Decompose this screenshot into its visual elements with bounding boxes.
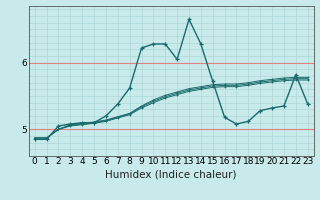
- X-axis label: Humidex (Indice chaleur): Humidex (Indice chaleur): [106, 169, 237, 179]
